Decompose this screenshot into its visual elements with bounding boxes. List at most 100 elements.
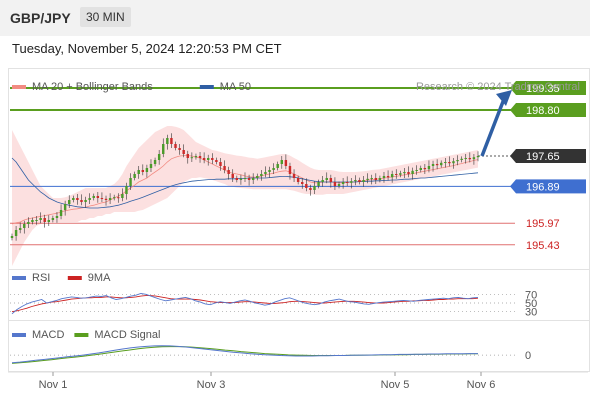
timestamp: Tuesday, November 5, 2024 12:20:53 PM CE… <box>12 41 282 56</box>
candle <box>256 176 259 178</box>
candle <box>145 168 149 172</box>
candle <box>378 178 382 180</box>
candle <box>68 200 71 204</box>
candle <box>321 180 324 182</box>
level-label-198.80: 198.80 <box>526 105 560 117</box>
candle <box>358 180 361 182</box>
candle <box>202 158 206 160</box>
legend-rsi-swatch <box>67 276 82 280</box>
candle <box>76 198 79 200</box>
x-tick-label: Nov 6 <box>467 379 496 391</box>
candle <box>215 160 218 162</box>
candle <box>194 156 198 158</box>
legend-main-label: MA 50 <box>220 81 251 93</box>
x-tick-label: Nov 5 <box>381 379 410 391</box>
candle <box>448 162 451 164</box>
candle <box>411 170 414 174</box>
candle <box>366 178 369 180</box>
rsi-level-label: 30 <box>525 307 537 319</box>
level-tag-pointer <box>510 149 516 163</box>
candle <box>63 204 67 210</box>
candle <box>51 218 55 220</box>
candle <box>104 198 108 200</box>
candle <box>435 164 439 166</box>
candle <box>112 197 116 199</box>
candle <box>100 198 104 199</box>
candle <box>121 194 124 198</box>
candle <box>149 164 153 168</box>
legend-macd-swatch <box>12 333 26 337</box>
candle <box>72 198 75 200</box>
candle <box>129 178 132 186</box>
candle <box>14 230 18 236</box>
candle <box>157 154 161 160</box>
candle <box>472 157 476 160</box>
rsi-level-label: 50 <box>525 298 537 310</box>
candle <box>153 160 157 164</box>
candle <box>382 176 386 178</box>
arrow-head <box>496 90 512 106</box>
candle <box>88 198 91 200</box>
level-tag-199.35 <box>516 81 586 95</box>
legend-macd-swatch <box>74 333 89 337</box>
candle <box>235 178 239 180</box>
legend-macd-label: MACD <box>32 329 64 341</box>
candle <box>370 178 373 179</box>
candle <box>27 222 30 224</box>
candle <box>170 138 173 144</box>
level-tag-197.65 <box>516 149 586 163</box>
legend-main-label: MA 20 + Bollinger Bands <box>32 81 153 93</box>
copyright: Research © 2024 Trading Central <box>416 81 580 93</box>
candle <box>476 156 480 158</box>
candle <box>284 160 288 166</box>
candle <box>133 174 136 178</box>
candle <box>264 172 267 174</box>
candle <box>231 174 234 178</box>
candle <box>292 174 296 178</box>
candle <box>456 160 459 162</box>
candle <box>415 170 418 171</box>
timeframe-button[interactable]: 30 MIN <box>80 7 131 27</box>
candle <box>268 170 271 172</box>
legend-rsi-swatch <box>12 276 26 280</box>
candle <box>439 162 443 166</box>
candle <box>260 174 263 176</box>
level-label-195.43: 195.43 <box>526 240 560 252</box>
candle <box>337 184 341 186</box>
candle <box>452 161 455 164</box>
candle <box>345 182 349 183</box>
candle <box>243 178 247 179</box>
candle <box>251 178 255 180</box>
candle <box>464 158 467 159</box>
candle <box>305 184 308 188</box>
candle <box>399 173 402 175</box>
level-tag-pointer <box>510 81 516 95</box>
candle <box>190 157 194 159</box>
candle <box>137 170 140 174</box>
x-tick-label: Nov 1 <box>39 379 68 391</box>
candle <box>333 182 337 186</box>
rsi-level-label: 70 <box>525 289 537 301</box>
candle <box>329 178 333 182</box>
candle <box>296 178 300 182</box>
level-label-196.89: 196.89 <box>526 181 560 193</box>
candle <box>247 178 251 180</box>
candle <box>272 168 275 170</box>
candle <box>395 174 398 175</box>
candle <box>431 164 435 166</box>
candle <box>23 224 26 228</box>
candle <box>227 170 230 174</box>
candle <box>35 220 38 221</box>
candle <box>96 196 100 198</box>
candle <box>390 174 394 178</box>
level-label-197.65: 197.65 <box>526 151 560 163</box>
candle <box>31 220 34 222</box>
candle <box>92 196 95 198</box>
candle <box>288 166 292 174</box>
candle <box>223 166 226 170</box>
legend-main-swatch <box>199 85 214 89</box>
header-bar: GBP/JPY 30 MIN <box>0 0 590 36</box>
projection-arrow <box>480 98 506 157</box>
candle <box>239 178 243 180</box>
